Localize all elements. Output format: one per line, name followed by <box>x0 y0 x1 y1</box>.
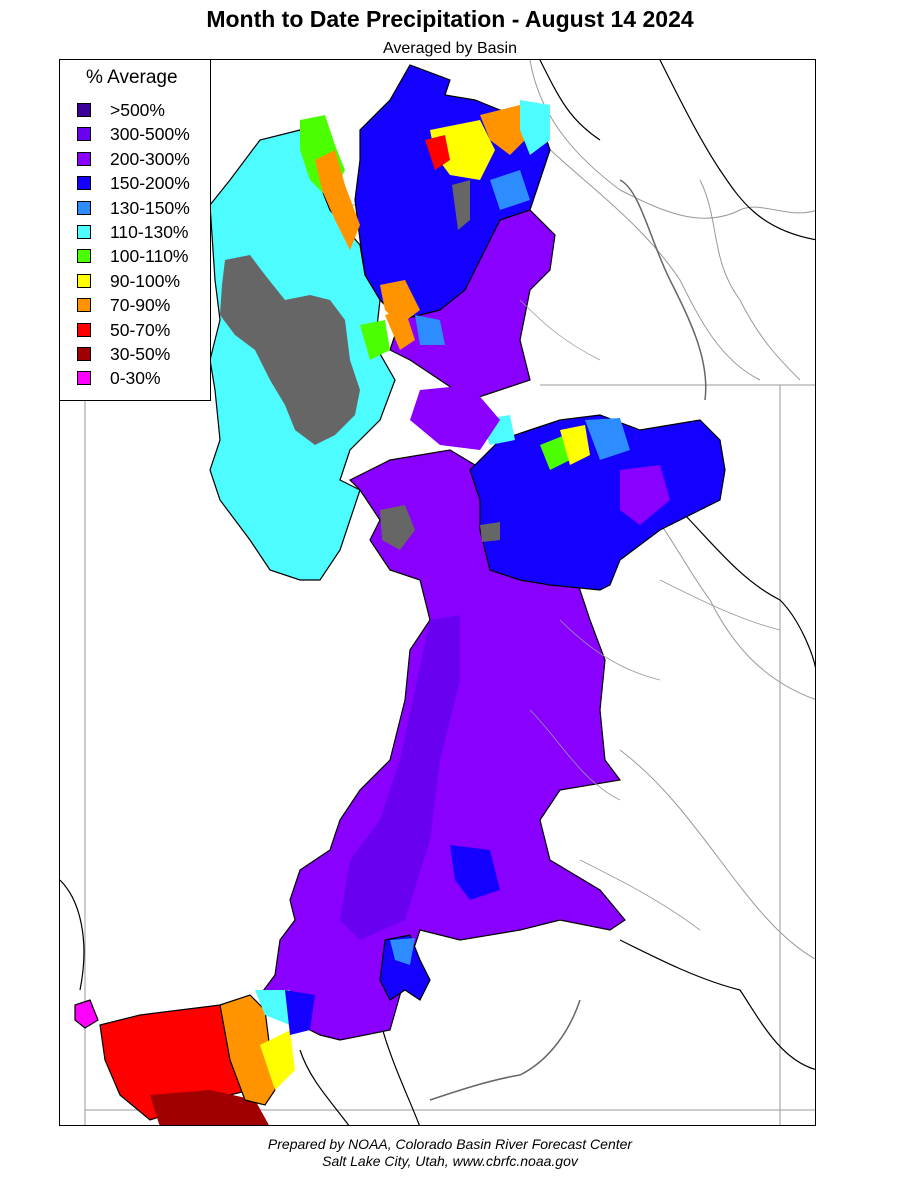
legend-title: % Average <box>86 67 178 88</box>
legend-swatch <box>77 127 91 142</box>
legend-label: 0-30% <box>110 368 161 389</box>
legend-label: 50-70% <box>110 319 171 340</box>
no-data-areas <box>220 255 500 550</box>
rivers <box>429 179 707 1101</box>
legend-swatch <box>77 371 91 386</box>
legend-label: 30-50% <box>110 344 171 364</box>
legend-label: 100-110% <box>110 246 189 267</box>
legend-swatch <box>77 103 91 117</box>
legend-swatch <box>77 249 91 264</box>
minor-rivers <box>519 299 781 931</box>
map-subtitle: Averaged by Basin <box>382 40 517 57</box>
map-title: Month to Date Precipitation - August 14 … <box>206 6 694 32</box>
legend-swatch <box>77 273 91 288</box>
legend-label: 200-300% <box>110 148 190 169</box>
outer-boundaries <box>60 60 815 1125</box>
legend-label: 110-130% <box>110 222 189 242</box>
legend-label: >500% <box>110 100 165 120</box>
basin-far-sw-magenta <box>74 999 99 1029</box>
legend-swatch <box>77 298 91 313</box>
legend-label: 300-500% <box>110 124 190 145</box>
basin-southwest-cyan <box>255 990 290 1025</box>
legend-label: 130-150% <box>110 197 190 218</box>
basin-southwest-blue <box>285 990 315 1035</box>
legend-label: 150-200% <box>110 173 190 194</box>
legend-label: 90-100% <box>110 270 181 291</box>
legend-swatch <box>77 347 91 361</box>
legend-swatch <box>77 176 91 191</box>
legend-swatch <box>77 225 91 239</box>
basin-southwest-yellow <box>260 1030 295 1090</box>
basin-detail-patches <box>300 100 670 965</box>
legend-swatch <box>77 151 91 166</box>
legend-label: 70-90% <box>110 295 171 316</box>
basin-lower-colorado-dark <box>150 1090 269 1125</box>
map-canvas <box>60 60 815 1125</box>
footer-credit-line1: Prepared by NOAA, Colorado Basin River F… <box>267 1136 633 1152</box>
legend-swatch <box>77 200 91 215</box>
legend-swatch <box>77 322 91 337</box>
precipitation-map <box>59 59 816 1126</box>
basin-yampa-white <box>469 414 726 591</box>
basin-duchesne <box>340 615 460 940</box>
footer-credit-line2: Salt Lake City, Utah, www.cbrfc.noaa.gov <box>322 1153 578 1169</box>
map-legend: % Average >500% 300-500% 200-300% 150-200% 1… <box>59 59 211 401</box>
